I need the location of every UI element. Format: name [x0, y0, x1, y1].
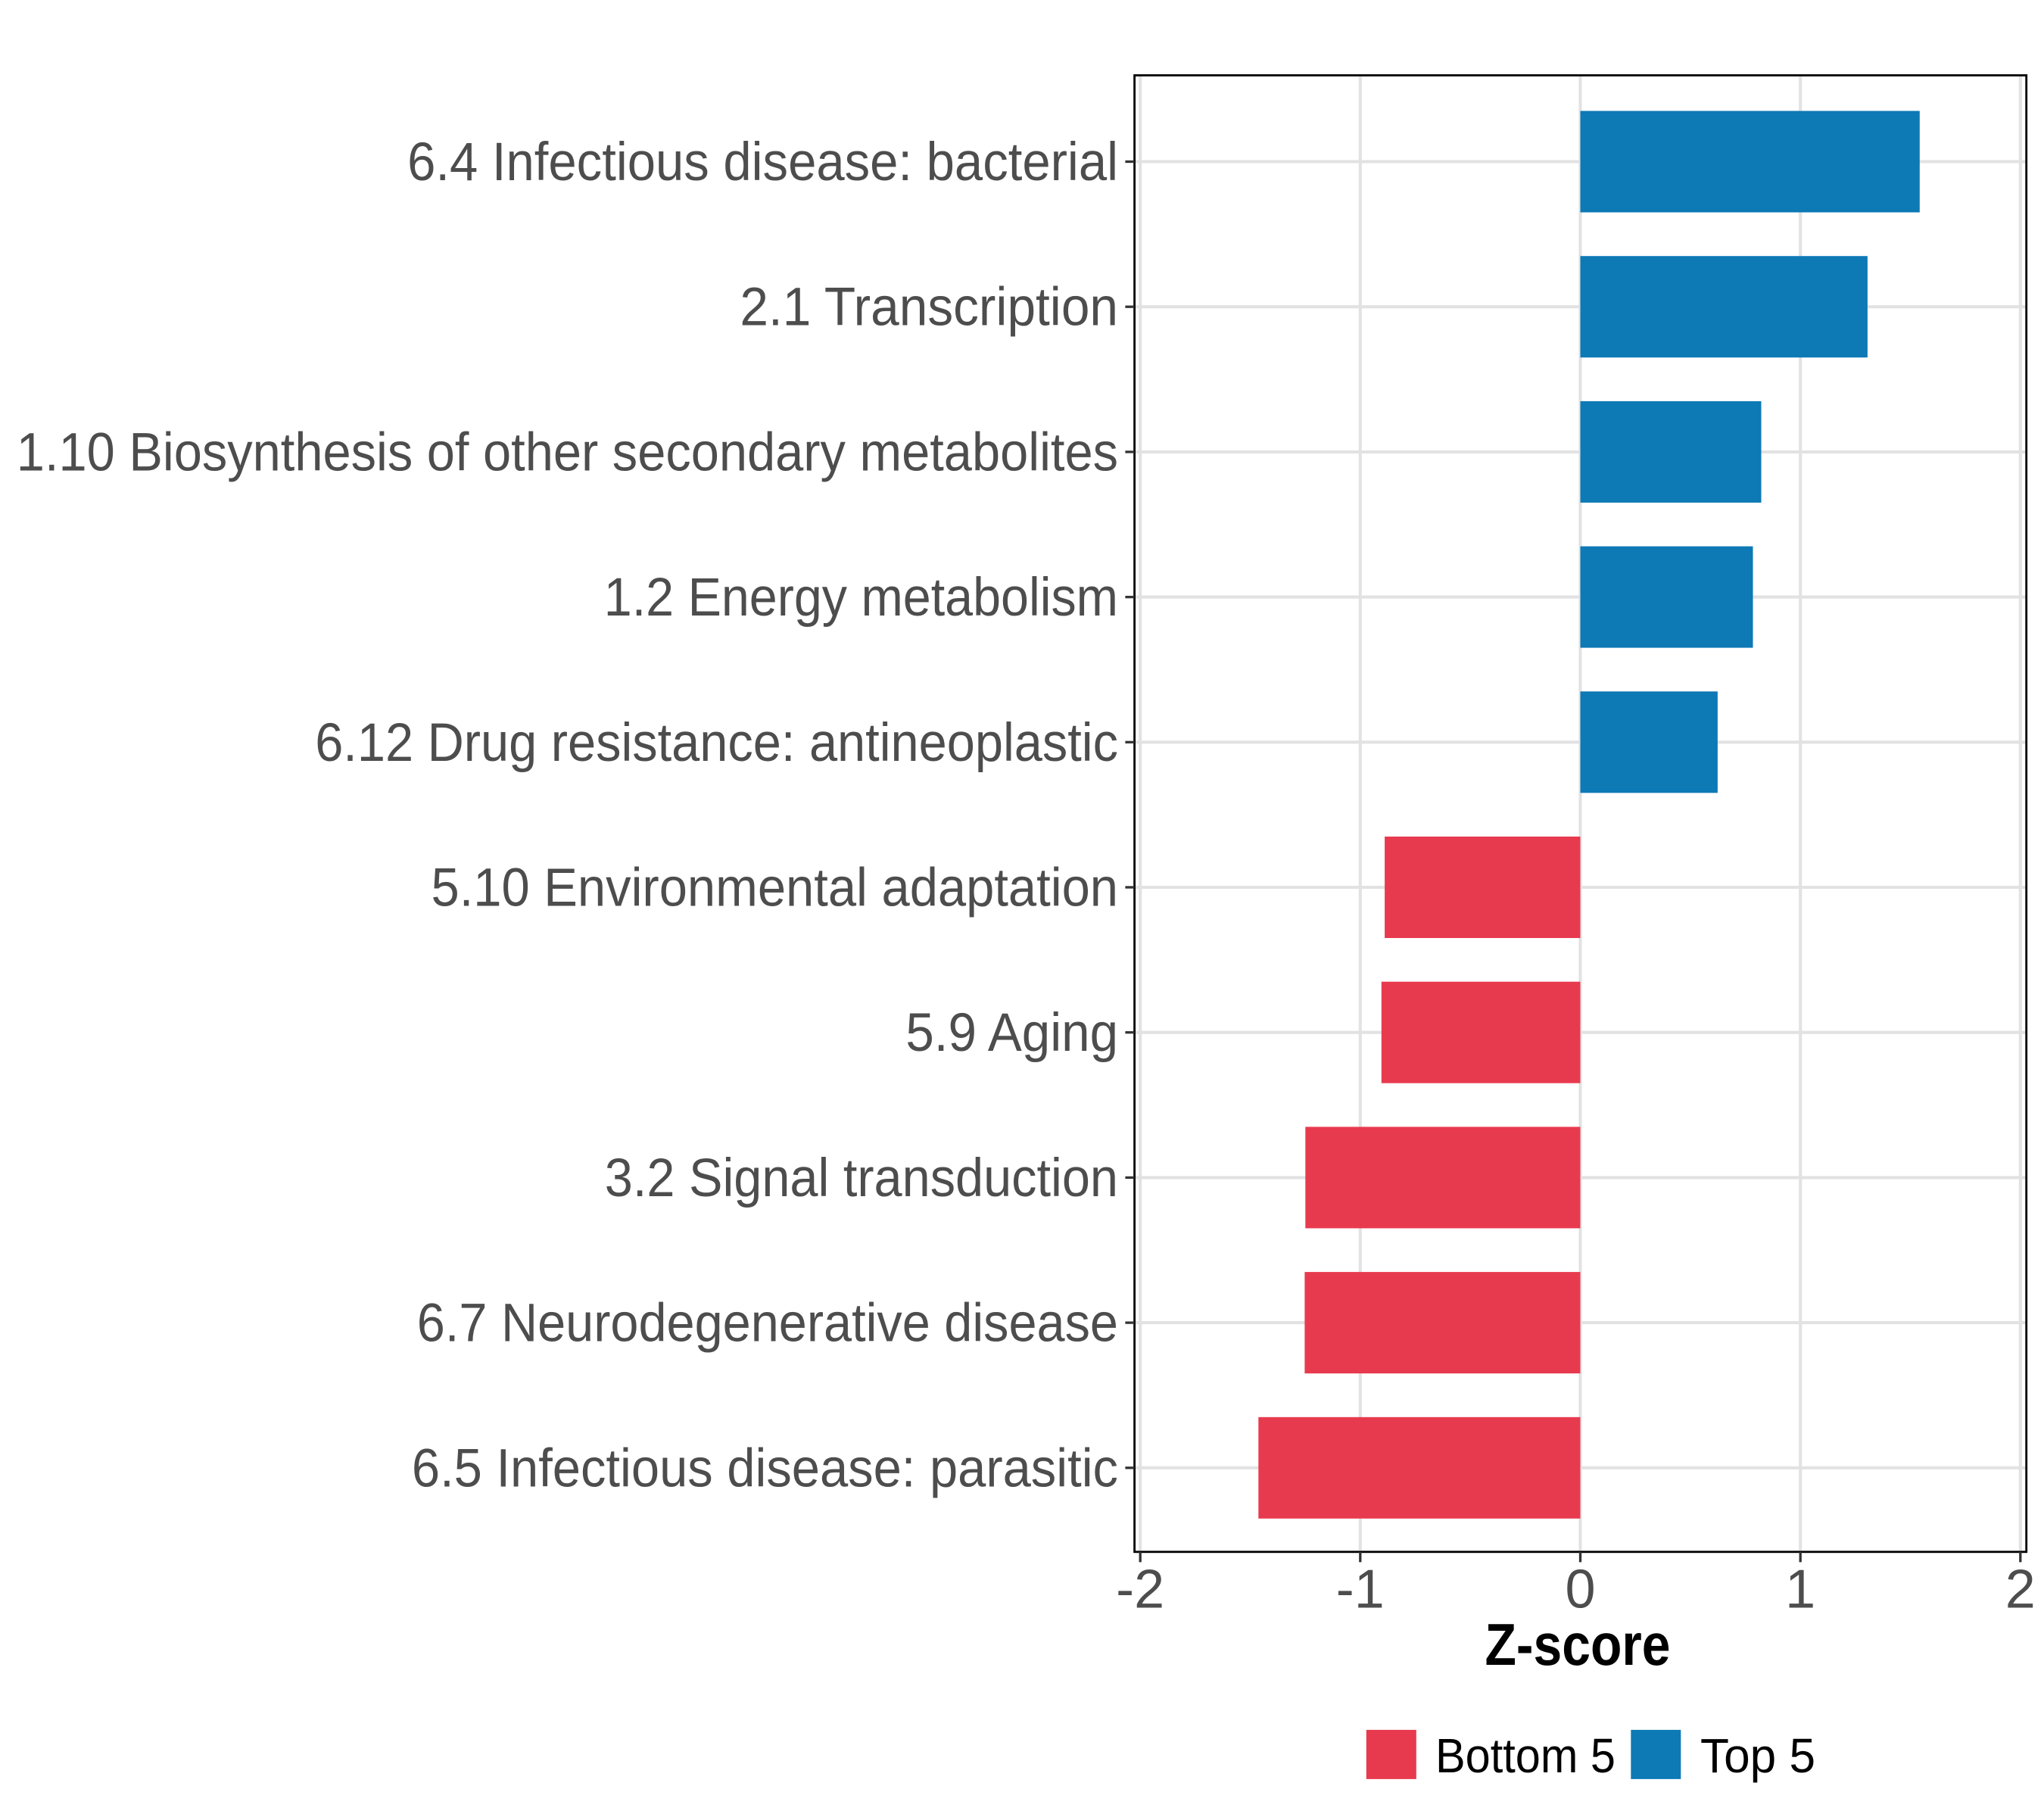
- svg-text:Z-score: Z-score: [1485, 1611, 1671, 1678]
- svg-text:1: 1: [1785, 1560, 1815, 1620]
- svg-text:-1: -1: [1336, 1560, 1385, 1620]
- svg-text:Bottom 5: Bottom 5: [1435, 1728, 1616, 1783]
- svg-text:6.5 Infectious disease: parasi: 6.5 Infectious disease: parasitic: [412, 1438, 1118, 1498]
- svg-text:6.4 Infectious disease: bacter: 6.4 Infectious disease: bacterial: [407, 132, 1118, 192]
- svg-text:-2: -2: [1116, 1560, 1164, 1620]
- svg-text:6.12 Drug resistance: antineop: 6.12 Drug resistance: antineoplastic: [315, 713, 1118, 773]
- svg-text:Top 5: Top 5: [1700, 1728, 1815, 1783]
- svg-text:5.10 Environmental adaptation: 5.10 Environmental adaptation: [432, 859, 1119, 918]
- svg-text:2: 2: [2005, 1560, 2036, 1620]
- svg-text:6.7 Neurodegenerative disease: 6.7 Neurodegenerative disease: [417, 1294, 1118, 1354]
- svg-text:3.2 Signal transduction: 3.2 Signal transduction: [605, 1148, 1118, 1208]
- svg-text:0: 0: [1565, 1560, 1595, 1620]
- svg-text:1.2 Energy metabolism: 1.2 Energy metabolism: [604, 568, 1118, 628]
- svg-text:1.10 Biosynthesis of other sec: 1.10 Biosynthesis of other secondary met…: [17, 422, 1118, 482]
- svg-text:5.9 Aging: 5.9 Aging: [905, 1003, 1118, 1063]
- svg-text:2.1 Transcription: 2.1 Transcription: [740, 278, 1118, 338]
